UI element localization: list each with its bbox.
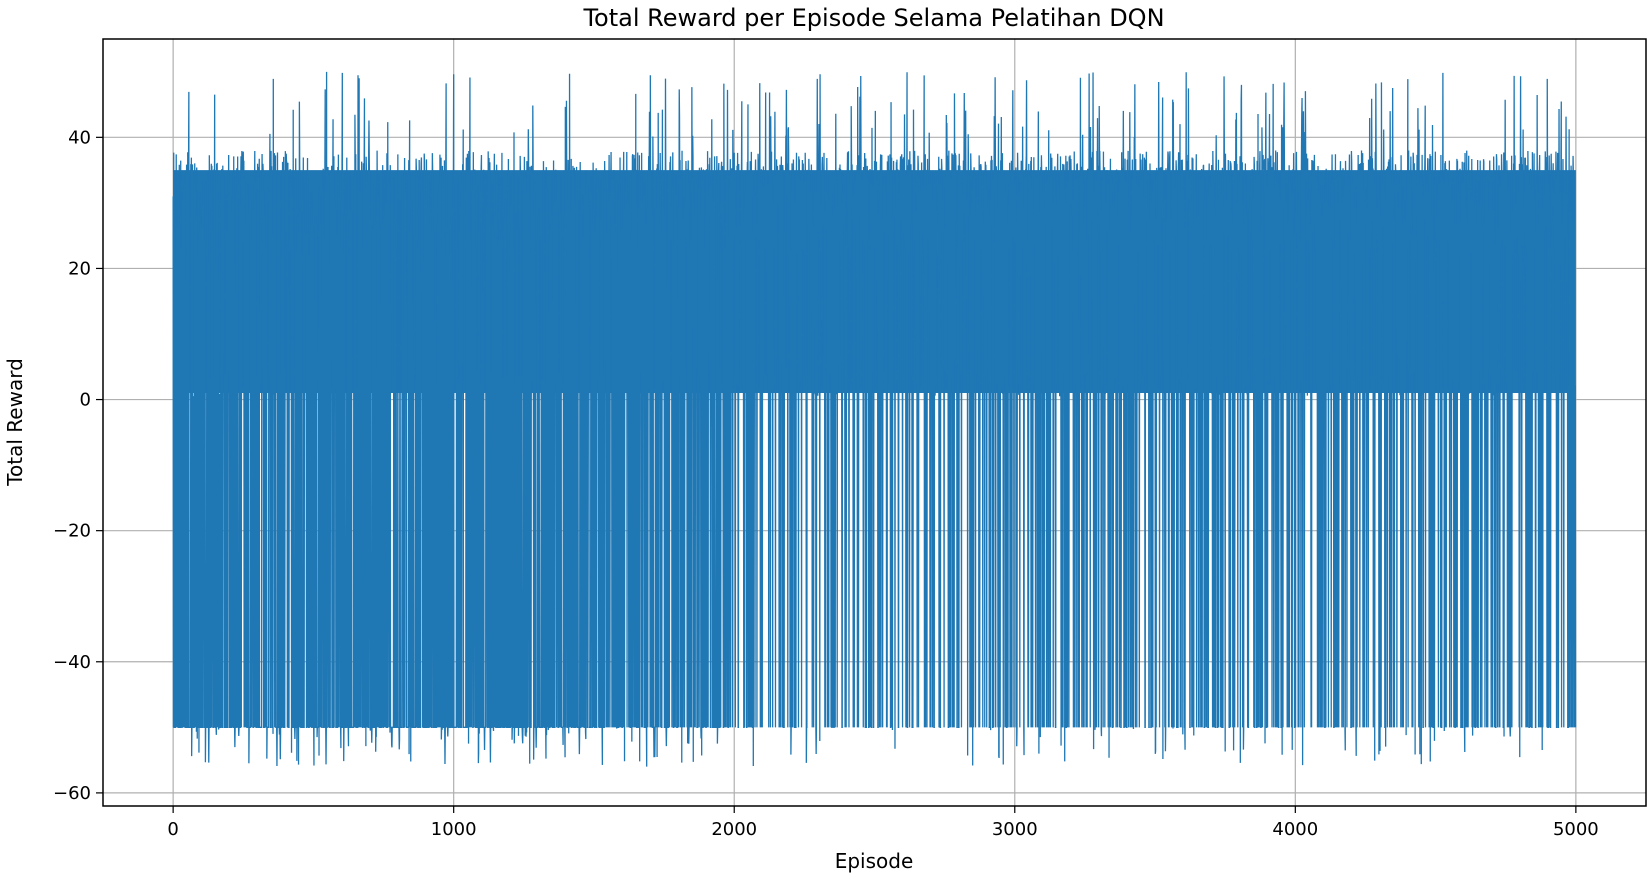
x-axis-label: Episode xyxy=(835,849,914,873)
y-axis-label: Total Reward xyxy=(3,358,27,487)
x-axis-ticks: 0 1000 2000 3000 4000 5000 xyxy=(167,806,1599,840)
x-tick-label: 5000 xyxy=(1553,819,1599,840)
chart-title: Total Reward per Episode Selama Pelatiha… xyxy=(582,4,1164,32)
plot-frame xyxy=(102,38,1647,807)
x-tick-label: 3000 xyxy=(992,819,1038,840)
x-tick-label: 0 xyxy=(167,819,178,840)
y-tick-label: −40 xyxy=(53,652,91,673)
y-tick-label: 20 xyxy=(68,258,91,279)
y-tick-label: 0 xyxy=(80,390,91,411)
y-tick-label: −60 xyxy=(53,783,91,804)
y-tick-label: −20 xyxy=(53,521,91,542)
y-tick-label: 40 xyxy=(68,127,91,148)
series-layer xyxy=(172,71,1577,767)
x-tick-label: 1000 xyxy=(431,819,477,840)
reward-series-line xyxy=(172,71,1577,767)
x-tick-label: 2000 xyxy=(711,819,757,840)
y-axis-ticks: −60 −40 −20 0 20 40 xyxy=(53,127,103,804)
x-tick-label: 4000 xyxy=(1272,819,1318,840)
